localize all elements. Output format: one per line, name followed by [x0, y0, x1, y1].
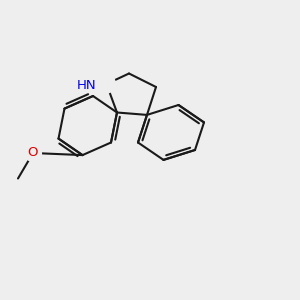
Circle shape [25, 145, 41, 161]
Text: HN: HN [77, 79, 97, 92]
Text: O: O [28, 146, 38, 160]
Circle shape [98, 75, 116, 93]
